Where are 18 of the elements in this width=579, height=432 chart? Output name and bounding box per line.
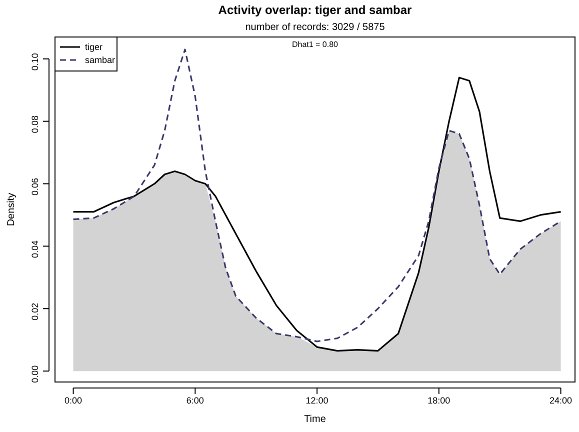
y-tick-label: 0.10 [30, 53, 40, 71]
y-axis-title: Density [6, 192, 17, 226]
y-tick-label: 0.06 [30, 178, 40, 196]
y-tick-label: 0.08 [30, 116, 40, 134]
x-tick-label: 24:00 [550, 395, 572, 406]
chart-title: Activity overlap: tiger and sambar [218, 3, 412, 17]
x-tick-label: 6:00 [186, 395, 204, 406]
y-tick-label: 0.04 [30, 240, 40, 258]
chart-subtitle: number of records: 3029 / 5875 [245, 22, 386, 33]
x-tick-label: 18:00 [428, 395, 450, 406]
x-tick-label: 0:00 [64, 395, 82, 406]
x-axis-title: Time [304, 414, 326, 425]
x-tick-label: 12:00 [306, 395, 328, 406]
annotation: Dhat1 = 0.80 [292, 40, 339, 49]
y-tick-label: 0.00 [30, 365, 40, 383]
legend-label: tiger [85, 42, 103, 52]
legend-label: sambar [85, 55, 116, 65]
y-tick-label: 0.02 [30, 302, 40, 320]
